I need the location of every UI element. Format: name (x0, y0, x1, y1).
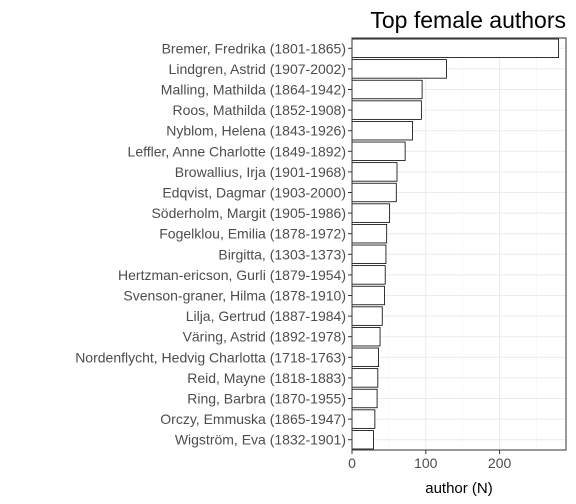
grid (351, 38, 566, 450)
category-labels: Bremer, Fredrika (1801-1865) Lindgren, As… (75, 40, 352, 448)
category-label: Roos, Mathilda (1852-1908) (172, 102, 346, 118)
x-axis-ticks: 0 100 200 (348, 450, 511, 471)
category-label: Söderholm, Margit (1905-1986) (151, 205, 346, 221)
bar (351, 121, 413, 141)
bar (351, 79, 423, 100)
bar (351, 162, 398, 182)
category-label: Ring, Barbra (1870-1955) (187, 391, 346, 407)
category-label: Nyblom, Helena (1843-1926) (166, 123, 346, 139)
bar (351, 306, 383, 326)
bar (351, 38, 560, 58)
bar (351, 224, 388, 244)
x-axis-title: author (N) (425, 480, 493, 497)
bar (351, 100, 422, 120)
bar (351, 203, 391, 223)
category-label: Lindgren, Astrid (1907-2002) (169, 61, 346, 77)
category-label: Leffler, Anne Charlotte (1849-1892) (128, 143, 346, 159)
bar (351, 409, 376, 429)
x-tick-label: 100 (414, 455, 438, 471)
x-tick-label: 200 (488, 455, 512, 471)
category-label: Reid, Mayne (1818-1883) (187, 370, 346, 386)
bar (351, 347, 379, 367)
category-label: Väring, Astrid (1892-1978) (183, 329, 346, 345)
bar (351, 244, 387, 264)
panel-border (351, 37, 567, 451)
category-label: Browallius, Irja (1901-1968) (175, 164, 346, 180)
category-label: Fogelklou, Emilia (1878-1972) (159, 226, 346, 242)
bar (351, 285, 385, 306)
bar (351, 388, 378, 409)
bars (351, 38, 560, 450)
bar (351, 182, 397, 203)
category-label: Malling, Mathilda (1864-1942) (161, 82, 346, 98)
category-label: Lilja, Gertrud (1887-1984) (186, 308, 346, 324)
bar (351, 141, 406, 161)
category-label: Orczy, Emmuska (1865-1947) (160, 411, 346, 427)
bar (351, 265, 386, 285)
bar (351, 327, 381, 347)
bar (351, 430, 374, 450)
category-label: Svenson-graner, Hilma (1878-1910) (123, 288, 346, 304)
chart-title: Top female authors (370, 7, 566, 33)
category-label: Birgitta, (1303-1373) (218, 246, 346, 262)
bar (351, 59, 447, 79)
category-label: Wigström, Eva (1832-1901) (175, 432, 346, 448)
bar (351, 368, 379, 388)
category-label: Edqvist, Dagmar (1903-2000) (162, 185, 346, 201)
category-label: Bremer, Fredrika (1801-1865) (162, 40, 346, 56)
x-tick-label: 0 (348, 455, 356, 471)
category-label: Hertzman-ericson, Gurli (1879-1954) (118, 267, 346, 283)
category-label: Nordenflycht, Hedvig Charlotta (1718-176… (75, 349, 346, 365)
